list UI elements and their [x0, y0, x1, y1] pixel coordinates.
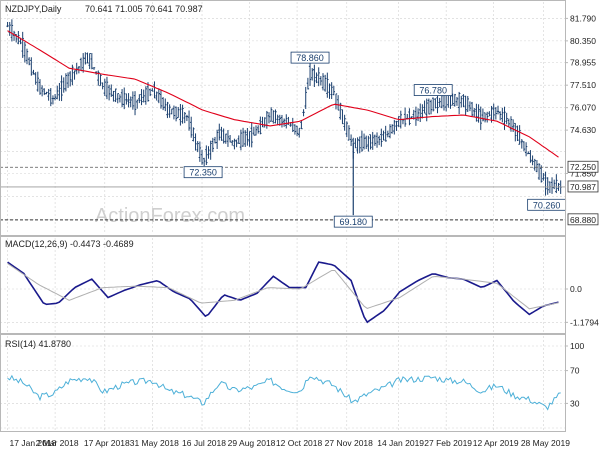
level-value-label: 70.987: [570, 182, 596, 192]
label-layer: NZDJPY,Daily 70.641 71.005 70.641 70.987…: [5, 4, 203, 349]
x-tick-label: 16 Jul 2018: [182, 438, 226, 448]
x-tick-label: 31 May 2018: [130, 438, 179, 448]
x-tick-label: 28 May 2019: [521, 438, 570, 448]
annotation-label: 70.260: [533, 200, 561, 210]
price-tick-label: 80.350: [570, 36, 596, 46]
x-tick-label: 17 Jan 2018: [10, 438, 57, 448]
level-value-box: [567, 180, 599, 193]
series-layer: 78.860 76.780 72.350 69.180 70.260: [0, 19, 567, 411]
panel-frame-price: [0, 0, 566, 236]
ohlc-label: 70.641 71.005 70.641 70.987: [85, 4, 203, 14]
x-tick-label: 2 Mar 2018: [36, 438, 79, 448]
macd-label: MACD(12,26,9) -0.4473 -0.4689: [5, 239, 134, 249]
annotation-label: 69.180: [339, 217, 367, 227]
annotation-box: [333, 215, 373, 228]
price-tick-label: 71.850: [570, 168, 596, 178]
rsi-tick-label: 70: [570, 366, 580, 376]
x-tick-label: 27 Feb 2019: [424, 438, 472, 448]
x-tick-label: 29 Aug 2018: [228, 438, 276, 448]
macd-tick-label: 0.0: [570, 284, 582, 294]
level-value-label: 72.250: [570, 162, 596, 172]
annotation-label: 72.350: [189, 168, 217, 178]
price-tick-label: 78.955: [570, 58, 596, 68]
price-tick-label: 77.510: [570, 80, 596, 90]
macd-tick-label: -1.1794: [570, 317, 599, 327]
annotation-label: 78.860: [296, 53, 324, 63]
signal-line: [7, 263, 559, 310]
annotation-box: [183, 166, 223, 179]
x-tick-label: 12 Apr 2019: [473, 438, 519, 448]
price-tick-label: 74.630: [570, 125, 596, 135]
sma-line: [7, 30, 559, 158]
level-value-box: [567, 160, 599, 173]
panel-frames: [0, 0, 566, 432]
level-value-box: [567, 213, 599, 226]
price-tick-label: 76.070: [570, 103, 596, 113]
macd-line: [7, 261, 559, 324]
panel-frame-rsi: [0, 334, 566, 432]
panel-frame-macd: [0, 236, 566, 334]
x-tick-label: 17 Apr 2018: [84, 438, 130, 448]
x-tick-label: 27 Nov 2018: [325, 438, 373, 448]
annotation-box: [290, 51, 330, 64]
annotation-box: [413, 84, 453, 96]
x-tick-label: 12 Oct 2018: [276, 438, 323, 448]
rsi-tick-label: 30: [570, 398, 580, 408]
axis-layer: 81.790 80.350 78.955 77.510 76.070 74.630 71.8…: [10, 13, 600, 448]
watermark-text: ActionForex.com: [95, 205, 245, 227]
rsi-line: [7, 374, 561, 411]
rsi-tick-label: 100: [570, 341, 584, 351]
x-tick-label: 14 Jan 2019: [377, 438, 424, 448]
symbol-label: NZDJPY,Daily: [5, 4, 62, 14]
level-value-label: 68.880: [570, 215, 596, 225]
rsi-label: RSI(14) 41.8780: [5, 339, 71, 349]
price-tick-label: 81.790: [570, 13, 596, 23]
watermark-layer: ActionForex.com: [95, 205, 245, 227]
annotation-label: 76.780: [419, 86, 447, 96]
